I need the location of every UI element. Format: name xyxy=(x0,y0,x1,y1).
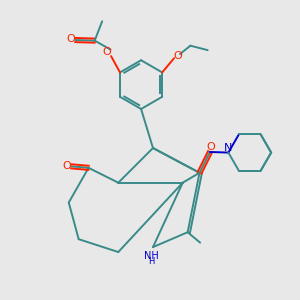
Text: O: O xyxy=(103,47,111,57)
Text: O: O xyxy=(63,161,71,171)
Text: O: O xyxy=(206,142,215,152)
Text: H: H xyxy=(148,257,154,266)
Text: NH: NH xyxy=(144,251,159,261)
Text: O: O xyxy=(174,51,183,61)
Text: O: O xyxy=(67,34,76,44)
Text: N: N xyxy=(224,142,232,152)
